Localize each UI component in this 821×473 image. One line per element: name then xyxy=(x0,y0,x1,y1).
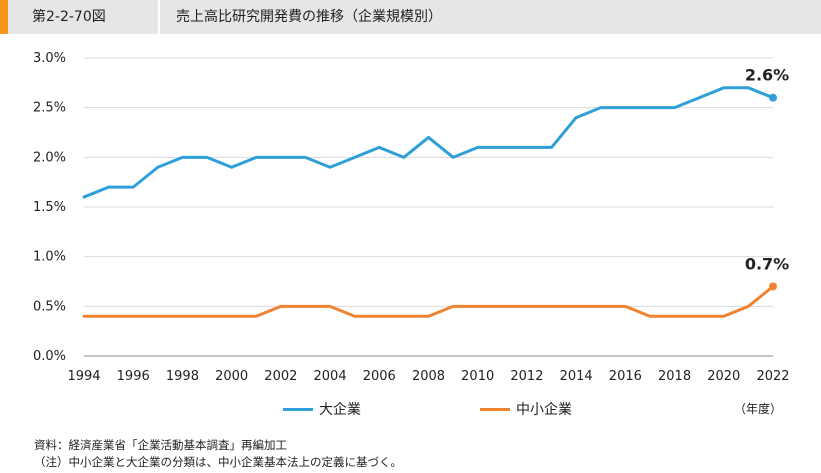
legend-label-sme: 中小企業 xyxy=(516,402,572,418)
y-tick-label: 2.5% xyxy=(33,101,66,116)
end-data-label: 0.7% xyxy=(745,254,789,273)
series-line-large xyxy=(82,86,775,199)
x-tick-label: 2000 xyxy=(215,369,248,384)
x-tick-label: 1994 xyxy=(67,369,100,384)
x-tick-label: 1998 xyxy=(166,369,199,384)
x-tick-label: 2006 xyxy=(363,369,396,384)
figure-header: 第2-2-70図 売上高比研究開発費の推移（企業規模別） xyxy=(0,0,821,34)
legend-swatch-sme xyxy=(480,407,510,411)
header-separator xyxy=(158,0,160,34)
legend-swatch-large xyxy=(283,407,313,411)
x-tick-label: 2016 xyxy=(609,369,642,384)
x-tick-label: 2010 xyxy=(461,369,494,384)
legend-item-large: 大企業 xyxy=(283,397,361,421)
x-tick-label: 2002 xyxy=(264,369,297,384)
y-tick-label: 2.0% xyxy=(33,150,66,165)
y-tick-label: 1.5% xyxy=(33,200,66,215)
figure-title: 売上高比研究開発費の推移（企業規模別） xyxy=(176,9,442,25)
x-tick-label: 1996 xyxy=(117,369,150,384)
x-tick-label: 2012 xyxy=(510,369,543,384)
end-point-marker xyxy=(769,282,777,291)
figure-number: 第2-2-70図 xyxy=(32,9,106,25)
x-tick-label: 2018 xyxy=(658,369,691,384)
x-tick-label: 2004 xyxy=(314,369,347,384)
x-tick-label: 2022 xyxy=(756,369,789,384)
x-tick-label: 2014 xyxy=(560,369,593,384)
legend-label-large: 大企業 xyxy=(319,402,361,418)
end-data-label: 2.6% xyxy=(745,66,789,85)
source-note: 資料：経済産業省「企業活動基本調査」再編加工 xyxy=(34,438,287,452)
series-line-sme xyxy=(82,284,775,318)
y-tick-label: 1.0% xyxy=(33,250,66,265)
x-axis-unit: （年度） xyxy=(734,402,783,416)
x-tick-label: 2008 xyxy=(412,369,445,384)
line-chart: 0.0% 0.5% 1.0% 1.5% 2.0% 2.5% 3.0% 1994 1996 1998… xyxy=(33,51,790,384)
header-accent-bar xyxy=(0,0,8,34)
end-point-marker xyxy=(769,93,777,102)
x-tick-label: 2020 xyxy=(707,369,740,384)
definition-note: （注）中小企業と大企業の分類は、中小企業基本法上の定義に基づく。 xyxy=(34,455,402,469)
y-tick-label: 0.0% xyxy=(33,349,66,364)
y-tick-label: 3.0% xyxy=(33,51,66,66)
legend-item-sme: 中小企業 xyxy=(480,397,572,421)
y-tick-label: 0.5% xyxy=(33,299,66,314)
